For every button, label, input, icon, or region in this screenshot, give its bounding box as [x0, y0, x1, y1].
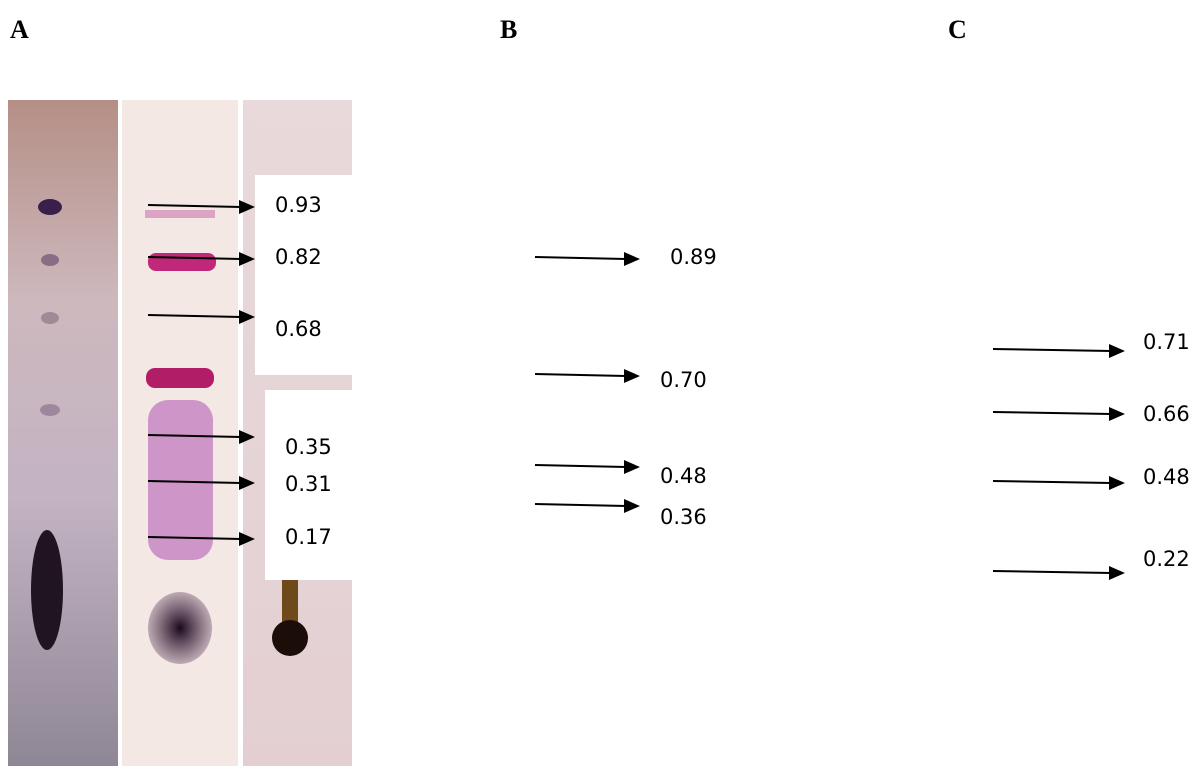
arrow-head	[239, 532, 255, 546]
arrow-line	[534, 373, 627, 377]
arrow-head	[1109, 344, 1125, 358]
arrow-line	[147, 536, 242, 540]
arrow-line	[534, 464, 627, 468]
rf-value: 0.93	[275, 193, 322, 217]
arrow-line	[147, 204, 242, 208]
rf-value: 0.22	[1143, 547, 1190, 571]
spot	[38, 199, 62, 215]
arrow-line	[992, 570, 1112, 574]
rf-value: 0.66	[1143, 402, 1190, 426]
rf-value: 0.48	[660, 464, 707, 488]
spot	[41, 312, 59, 324]
arrow-head	[239, 476, 255, 490]
arrow-line	[992, 348, 1112, 352]
arrow-head	[239, 252, 255, 266]
band	[145, 210, 215, 218]
arrow-head	[624, 369, 640, 383]
arrow-head	[239, 310, 255, 324]
arrow-head	[624, 252, 640, 266]
streak	[282, 580, 298, 630]
arrow-head	[624, 499, 640, 513]
label-box	[255, 175, 365, 375]
arrow-line	[992, 480, 1112, 484]
arrow-head	[624, 460, 640, 474]
plates	[8, 100, 375, 766]
arrow-line	[147, 256, 242, 260]
rf-value: 0.82	[275, 245, 322, 269]
spot	[40, 404, 60, 416]
arrow-line	[147, 314, 242, 318]
rf-value: 0.31	[285, 472, 332, 496]
arrow-head	[1109, 566, 1125, 580]
rf-value: 0.89	[670, 245, 717, 269]
arrow-head	[1109, 407, 1125, 421]
plate	[8, 100, 118, 766]
band	[148, 253, 216, 271]
arrow-head	[239, 200, 255, 214]
annotations: A 0.93 0.82 0.68 0.35 0.31 0.17 B 0.89 0.70 0.48 0.…	[10, 15, 1190, 580]
rf-value: 0.68	[275, 317, 322, 341]
rf-value: 0.17	[285, 525, 332, 549]
arrow-head	[1109, 476, 1125, 490]
panel-label: B	[500, 15, 517, 44]
rf-value: 0.71	[1143, 330, 1190, 354]
arrow-line	[534, 503, 627, 507]
arrow-line	[147, 434, 242, 438]
spot	[41, 254, 59, 266]
rf-value: 0.48	[1143, 465, 1190, 489]
spot	[272, 620, 308, 656]
label-box	[265, 390, 375, 580]
band	[146, 368, 214, 388]
spot	[148, 592, 212, 664]
rf-value: 0.35	[285, 435, 332, 459]
band	[148, 400, 213, 560]
panel-label: C	[948, 15, 967, 44]
arrow-head	[239, 430, 255, 444]
spot	[31, 530, 63, 650]
rf-value: 0.70	[660, 368, 707, 392]
arrow-line	[147, 480, 242, 484]
rf-value: 0.36	[660, 505, 707, 529]
arrow-line	[534, 256, 627, 260]
panel-label: A	[10, 15, 29, 44]
arrow-line	[992, 411, 1112, 415]
